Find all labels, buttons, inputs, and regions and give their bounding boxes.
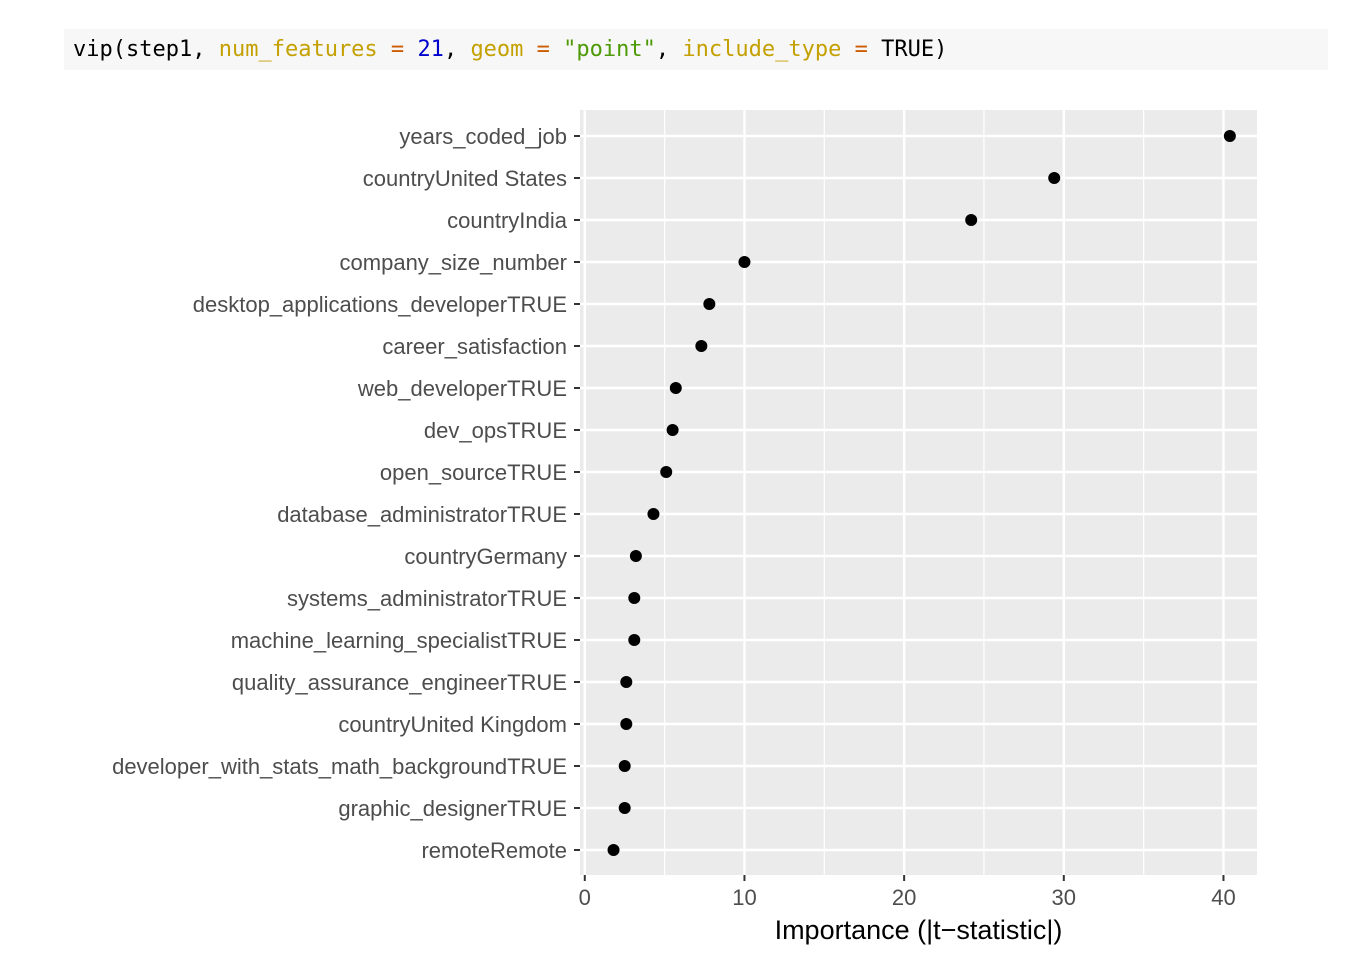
x-axis: 0 10 20 30 40 <box>579 875 1236 910</box>
code-param-include-type: include_type <box>682 37 842 62</box>
plot-panel <box>580 110 1257 875</box>
x-axis-title: Importance (|t−statistic|) <box>775 915 1063 945</box>
data-point <box>628 634 641 646</box>
data-point <box>1048 172 1061 184</box>
data-point <box>628 592 641 604</box>
code-comma: , <box>192 37 219 62</box>
x-tick-label: 40 <box>1211 885 1235 910</box>
code-paren-close: ) <box>934 37 948 62</box>
x-tick-label: 20 <box>892 885 916 910</box>
code-equals: = <box>377 37 418 62</box>
data-point <box>618 802 631 814</box>
y-axis: years_coded_job countryUnited States count… <box>112 124 580 863</box>
code-function: vip <box>73 37 113 62</box>
y-tick-label: career_satisfaction <box>382 334 567 359</box>
y-tick-label: web_developerTRUE <box>357 376 567 401</box>
data-point <box>629 550 642 562</box>
code-param-geom: geom <box>470 37 524 62</box>
code-equals: = <box>841 37 882 62</box>
y-tick-label: years_coded_job <box>399 124 567 149</box>
data-point <box>666 424 679 436</box>
data-points <box>607 130 1236 856</box>
data-point <box>620 676 633 688</box>
y-tick-label: countryIndia <box>447 208 568 233</box>
importance-chart: years_coded_job countryUnited States count… <box>112 110 1257 945</box>
data-point <box>620 718 633 730</box>
data-point <box>669 382 682 394</box>
code-comma: , <box>655 37 683 62</box>
panel-background <box>580 110 1257 875</box>
code-comma: , <box>443 37 471 62</box>
y-tick-label: countryUnited Kingdom <box>338 712 567 737</box>
y-tick-label: database_administratorTRUE <box>277 502 567 527</box>
x-tick-label: 0 <box>579 885 591 910</box>
data-point <box>660 466 673 478</box>
y-tick-label: countryGermany <box>404 544 567 569</box>
data-point <box>1223 130 1236 142</box>
code-value-include-type: TRUE <box>881 37 935 62</box>
y-tick-label: desktop_applications_developerTRUE <box>193 292 567 317</box>
code-param-num-features: num_features <box>218 37 378 62</box>
data-point <box>695 340 708 352</box>
y-tick-label: open_sourceTRUE <box>380 460 567 485</box>
y-tick-label: developer_with_stats_math_backgroundTRUE <box>112 754 567 779</box>
code-equals: = <box>523 37 564 62</box>
code-value-geom: "point" <box>563 37 656 62</box>
gridlines <box>580 110 1257 875</box>
data-point <box>738 256 751 268</box>
x-tick-label: 30 <box>1052 885 1076 910</box>
y-tick-label: dev_opsTRUE <box>424 418 567 443</box>
data-point <box>703 298 716 310</box>
y-tick-label: company_size_number <box>340 250 567 275</box>
code-block: vip(step1, num_features = 21, geom = "po… <box>64 29 1328 70</box>
code-arg-object: step1 <box>126 37 193 62</box>
y-tick-label: countryUnited States <box>363 166 567 191</box>
y-tick-label: systems_administratorTRUE <box>287 586 567 611</box>
code-value-num-features: 21 <box>417 37 444 62</box>
data-point <box>965 214 978 226</box>
x-tick-label: 10 <box>732 885 756 910</box>
y-tick-label: graphic_designerTRUE <box>338 796 567 821</box>
y-tick-label: machine_learning_specialistTRUE <box>231 628 567 653</box>
y-tick-label: remoteRemote <box>421 838 567 863</box>
data-point <box>647 508 660 520</box>
y-tick-label: quality_assurance_engineerTRUE <box>232 670 567 695</box>
data-point <box>607 844 620 856</box>
code-paren-open: ( <box>112 37 126 62</box>
data-point <box>618 760 631 772</box>
